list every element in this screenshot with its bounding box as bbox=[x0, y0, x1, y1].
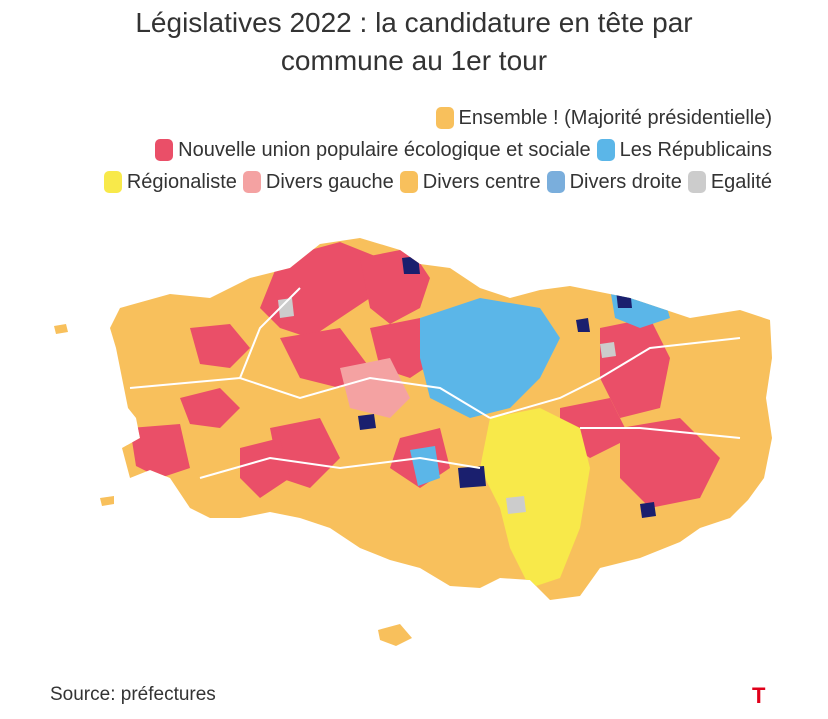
zone-dark-6 bbox=[576, 318, 590, 332]
legend-swatch-ensemble bbox=[435, 107, 454, 129]
legend-swatch-egalite bbox=[687, 171, 706, 193]
zone-lr-south bbox=[410, 446, 440, 486]
legend-swatch-divers-gauche bbox=[242, 171, 261, 193]
island-ouessant bbox=[54, 324, 68, 334]
legend-swatch-regionaliste bbox=[103, 171, 122, 193]
legend-label-nupes: Nouvelle union populaire écologique et s… bbox=[178, 139, 591, 161]
zone-dark-3 bbox=[616, 288, 632, 308]
map-title: Législatives 2022 : la candidature en tê… bbox=[0, 4, 828, 80]
zone-dark-4 bbox=[358, 414, 376, 430]
legend-item-nupes: Nouvelle union populaire écologique et s… bbox=[155, 134, 591, 166]
zone-egalite-1 bbox=[278, 298, 294, 318]
legend-swatch-lr bbox=[596, 139, 615, 161]
zone-nupes-quimper bbox=[240, 438, 290, 498]
map-boundaries bbox=[129, 287, 741, 479]
zone-dark-2 bbox=[458, 466, 486, 488]
legend-label-divers-gauche: Divers gauche bbox=[265, 171, 394, 193]
legend-item-ensemble: Ensemble ! (Majorité présidentielle) bbox=[435, 102, 772, 134]
zone-dark-5 bbox=[640, 502, 656, 518]
legend-item-divers-centre: Divers centre bbox=[399, 166, 541, 198]
zone-nupes-crozon bbox=[130, 424, 190, 478]
zone-nupes-south-east bbox=[620, 418, 720, 508]
legend: Ensemble ! (Majorité présidentielle) Nou… bbox=[12, 102, 772, 198]
source-credit: Source: préfectures bbox=[50, 684, 216, 705]
zone-nupes-west-north bbox=[190, 324, 250, 368]
legend-row-1: Ensemble ! (Majorité présidentielle) bbox=[12, 102, 772, 134]
map-commune-zones bbox=[130, 242, 720, 588]
legend-label-lr: Les Républicains bbox=[619, 139, 772, 161]
legend-item-regionaliste: Régionaliste bbox=[103, 166, 237, 198]
island-sein bbox=[100, 496, 114, 506]
legend-label-ensemble: Ensemble ! (Majorité présidentielle) bbox=[458, 107, 772, 129]
legend-label-egalite: Egalité bbox=[710, 171, 772, 193]
zone-nupes-brest bbox=[180, 388, 240, 428]
zone-egalite-3 bbox=[600, 342, 616, 358]
legend-row-2: Nouvelle union populaire écologique et s… bbox=[12, 134, 772, 166]
legend-item-lr: Les Républicains bbox=[596, 134, 772, 166]
legend-label-divers-centre: Divers centre bbox=[422, 171, 541, 193]
zone-divers-gauche bbox=[340, 358, 410, 418]
legend-label-regionaliste: Régionaliste bbox=[126, 171, 237, 193]
zone-egalite-2 bbox=[506, 496, 526, 514]
legend-swatch-nupes bbox=[155, 139, 174, 161]
zone-nupes-rennes bbox=[600, 318, 670, 418]
legend-swatch-divers-droite bbox=[546, 171, 565, 193]
zone-lr-central bbox=[420, 298, 560, 418]
island-belle-ile bbox=[378, 624, 412, 646]
zone-dark-1 bbox=[402, 256, 420, 274]
brittany-map bbox=[40, 228, 800, 658]
publisher-logo: T bbox=[752, 683, 766, 708]
legend-row-3: Régionaliste Divers gauche Divers centre… bbox=[12, 166, 772, 198]
map-svg bbox=[54, 238, 772, 646]
legend-label-divers-droite: Divers droite bbox=[569, 171, 682, 193]
map-title-line-1: Législatives 2022 : la candidature en tê… bbox=[135, 7, 693, 38]
legend-item-egalite: Egalité bbox=[687, 166, 772, 198]
map-title-line-2: commune au 1er tour bbox=[280, 45, 548, 76]
legend-swatch-divers-centre bbox=[399, 171, 418, 193]
legend-item-divers-droite: Divers droite bbox=[546, 166, 682, 198]
zone-regionaliste bbox=[480, 408, 590, 588]
legend-item-divers-gauche: Divers gauche bbox=[242, 166, 394, 198]
